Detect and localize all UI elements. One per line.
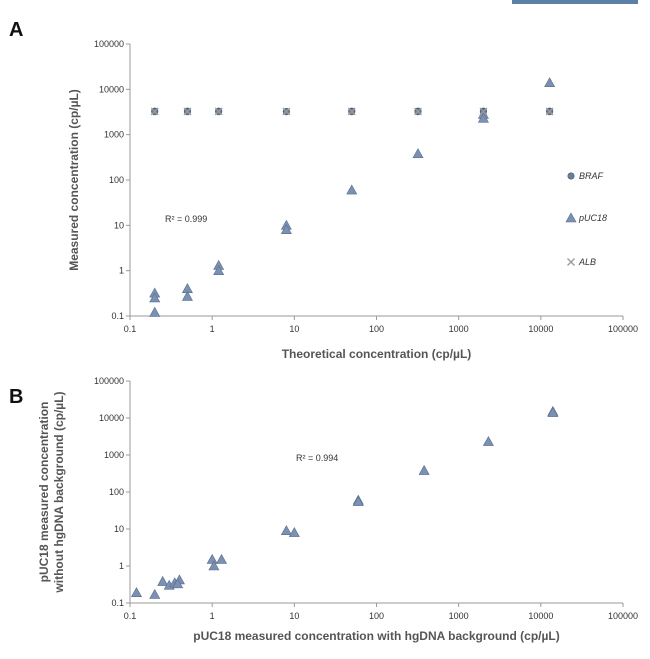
y-tick-label: 10000 — [99, 413, 124, 423]
x-tick-label: 10 — [289, 324, 299, 334]
y-tick-label: 1000 — [104, 130, 124, 140]
data-point — [214, 107, 223, 116]
x-tick-label: 10000 — [528, 611, 553, 621]
r-squared-annotation: R² = 0.994 — [296, 453, 338, 463]
data-point — [352, 495, 364, 506]
y-tick-label: 100000 — [94, 376, 124, 386]
data-point — [545, 107, 554, 116]
x-axis-title: Theoretical concentration (cp/µL) — [282, 347, 472, 361]
y-tick-label: 0.1 — [111, 598, 124, 608]
legend-marker — [567, 258, 575, 266]
y-tick-label: 1 — [119, 266, 124, 276]
x-tick-label: 10000 — [528, 324, 553, 334]
data-point — [181, 290, 193, 301]
x-tick-label: 10 — [289, 611, 299, 621]
y-tick-label: 100 — [109, 175, 124, 185]
data-point — [149, 306, 161, 317]
data-point — [149, 588, 161, 599]
data-point — [150, 107, 159, 116]
data-point — [280, 525, 292, 535]
data-point — [172, 578, 184, 589]
y-tick-label: 10 — [114, 524, 124, 534]
data-point — [482, 435, 494, 446]
data-point — [414, 107, 422, 116]
data-point — [157, 575, 169, 586]
data-point — [418, 464, 430, 475]
data-point — [183, 107, 192, 116]
x-tick-label: 100 — [369, 324, 384, 334]
legend-item: BRAF — [567, 171, 604, 181]
data-point — [280, 224, 292, 235]
panel-b-letter: B — [9, 386, 24, 408]
x-tick-label: 0.1 — [124, 611, 137, 621]
x-tick-label: 100 — [369, 611, 384, 621]
data-point — [347, 107, 356, 116]
data-point — [149, 292, 161, 303]
data-point — [412, 148, 424, 159]
data-point — [216, 553, 228, 564]
series-data — [130, 405, 559, 599]
data-point — [213, 265, 225, 275]
series-alb — [150, 107, 554, 116]
y-tick-label: 10 — [114, 220, 124, 230]
x-tick-label: 100000 — [608, 324, 638, 334]
legend-marker — [565, 212, 577, 223]
x-tick-label: 1 — [210, 611, 215, 621]
legend-item: ALB — [567, 257, 596, 267]
y-axis-title: Measured concentration (cp/µL) — [67, 89, 81, 271]
y-axis-title: without hgDNA background (cp/µL) — [52, 391, 66, 593]
legend-label: BRAF — [579, 171, 604, 181]
data-point — [477, 112, 489, 123]
panel-a-letter: A — [9, 19, 24, 41]
legend-marker — [567, 172, 575, 180]
chart-a: 0.1 1 10 100 1000 10000 100000 0.1 1 10 100 1000 100… — [67, 39, 638, 361]
legend-label: ALB — [578, 257, 596, 267]
y-tick-label: 1000 — [104, 450, 124, 460]
data-point — [206, 553, 218, 564]
series-puc18 — [149, 77, 556, 317]
data-point — [208, 560, 220, 571]
data-point — [346, 184, 358, 195]
x-tick-label: 0.1 — [124, 324, 137, 334]
x-tick-label: 1 — [210, 324, 215, 334]
r-squared-annotation: R² = 0.999 — [165, 214, 207, 224]
x-tick-label: 1000 — [449, 324, 469, 334]
legend-item: pUC18 — [565, 212, 607, 223]
y-tick-label: 100 — [109, 487, 124, 497]
y-tick-label: 100000 — [94, 39, 124, 49]
x-tick-label: 1000 — [449, 611, 469, 621]
y-tick-label: 1 — [119, 561, 124, 571]
legend-label: pUC18 — [578, 213, 607, 223]
data-point — [130, 587, 143, 597]
data-point — [544, 77, 556, 88]
data-point — [547, 406, 559, 417]
x-axis-title: pUC18 measured concentration with hgDNA … — [193, 629, 560, 643]
y-axis-title: pUC18 measured concentration — [37, 402, 51, 583]
y-tick-label: 10000 — [99, 84, 124, 94]
x-tick-label: 100000 — [608, 611, 638, 621]
data-point — [288, 526, 300, 537]
top-accent-bar — [512, 0, 638, 4]
data-point — [479, 107, 488, 116]
chart-b: 0.1 1 10 100 1000 10000 100000 0.1 1 10 100 1000 100… — [37, 376, 638, 643]
y-tick-label: 0.1 — [111, 311, 124, 321]
data-point — [282, 107, 291, 116]
